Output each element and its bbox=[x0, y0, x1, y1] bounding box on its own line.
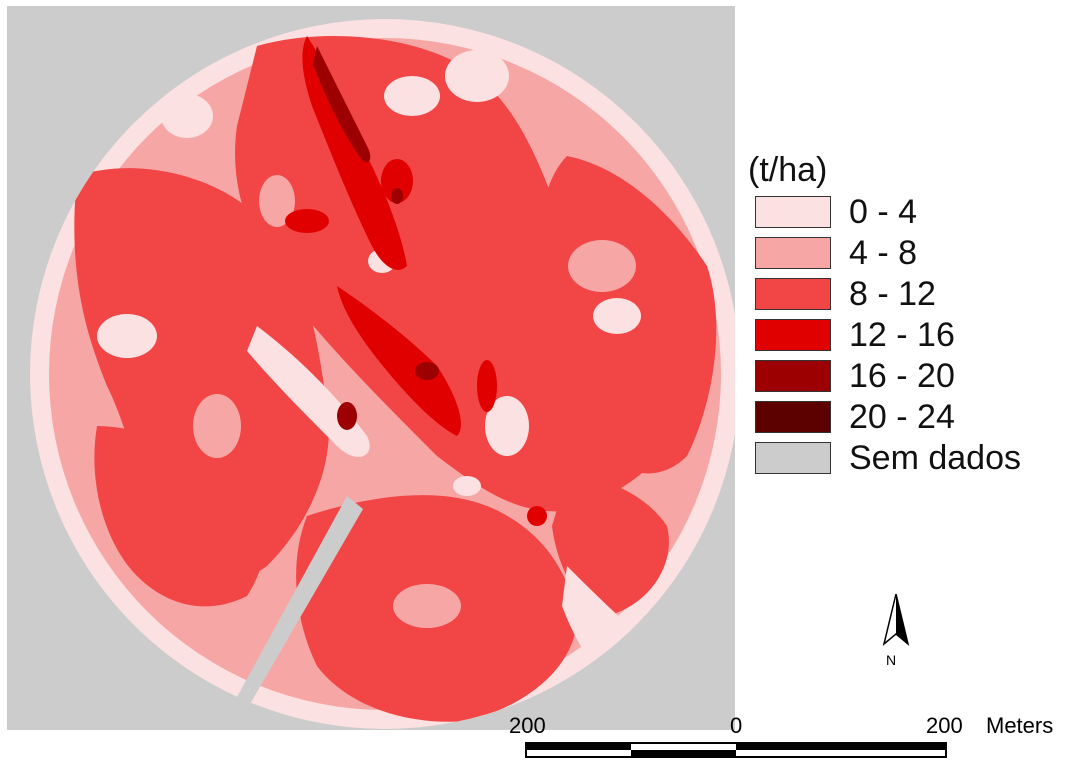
legend-label: 8 - 12 bbox=[849, 275, 936, 313]
legend-swatch bbox=[755, 278, 831, 310]
zone-16-20-patch bbox=[415, 362, 439, 380]
zone-0-4-patch bbox=[445, 50, 509, 102]
scale-bar bbox=[525, 742, 947, 758]
legend-swatch bbox=[755, 442, 831, 474]
legend-label: Sem dados bbox=[849, 439, 1021, 477]
legend-label: 4 - 8 bbox=[849, 234, 918, 272]
legend-title: (t/ha) bbox=[748, 151, 828, 189]
scale-center-value: 0 bbox=[730, 713, 743, 738]
scale-unit: Meters bbox=[986, 713, 1054, 738]
field-circle bbox=[30, 19, 735, 729]
north-label: N bbox=[886, 652, 897, 668]
zone-0-4-patch bbox=[453, 476, 481, 496]
scale-right-value: 200 bbox=[926, 713, 963, 738]
legend-label: 12 - 16 bbox=[849, 316, 955, 354]
legend-label: 0 - 4 bbox=[849, 193, 918, 231]
legend-swatch bbox=[755, 360, 831, 392]
north-arrow-icon bbox=[882, 593, 910, 647]
zone-12-16-patch bbox=[285, 209, 329, 233]
zone-0-4-patch bbox=[384, 76, 440, 116]
zone-16-20-patch bbox=[391, 188, 403, 204]
legend-label: 20 - 24 bbox=[849, 398, 955, 436]
legend-swatch bbox=[755, 237, 831, 269]
zone-4-8-patch bbox=[193, 394, 241, 458]
zone-0-4-patch bbox=[161, 94, 213, 138]
zone-12-16-patch bbox=[527, 506, 547, 526]
legend-label: 16 - 20 bbox=[849, 357, 955, 395]
legend-swatch bbox=[755, 196, 831, 228]
zone-0-4-patch bbox=[97, 314, 157, 358]
no-data-wedge bbox=[219, 496, 363, 729]
zone-8-12-west bbox=[74, 168, 329, 579]
yield-map bbox=[7, 6, 735, 730]
zone-4-8-patch bbox=[393, 584, 461, 628]
legend-swatch bbox=[755, 319, 831, 351]
zone-4-8-patch bbox=[568, 240, 636, 292]
legend: (t/ha) 0 - 4 4 - 8 8 - 12 12 - 16 16 - 2… bbox=[745, 150, 1021, 477]
scale-left-value: 200 bbox=[509, 713, 546, 738]
zone-4-8-patch bbox=[259, 175, 295, 227]
zone-16-20-patch bbox=[337, 402, 357, 430]
zone-16-20-ridge bbox=[313, 46, 371, 163]
legend-swatch bbox=[755, 401, 831, 433]
zone-12-16-patch bbox=[477, 360, 497, 412]
zone-0-4-patch bbox=[593, 298, 641, 334]
zone-12-16-ridge-2 bbox=[337, 286, 461, 436]
zone-12-16-patch bbox=[381, 159, 413, 203]
zone-0-4-patch bbox=[485, 396, 529, 456]
zone-8-12-southwest bbox=[94, 426, 266, 607]
map-area bbox=[7, 6, 735, 730]
